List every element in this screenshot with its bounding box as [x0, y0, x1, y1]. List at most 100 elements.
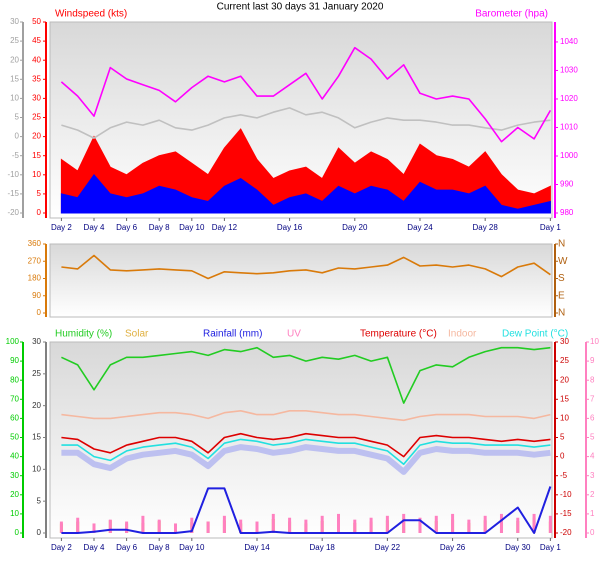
legend-entry: Dew Point (°C) [502, 329, 568, 340]
y-tick-label: 25 [560, 356, 569, 365]
y-tick-label: 7 [590, 394, 595, 403]
y-tick-label: 9 [590, 356, 595, 365]
y-tick-label: -15 [560, 509, 572, 518]
y-tick-label: 3 [590, 471, 595, 480]
y-tick-label: 1030 [560, 66, 578, 75]
x-tick-label: Day 6 [116, 223, 137, 232]
y-tick-label: 25 [32, 113, 41, 122]
y-tick-label: 25 [10, 36, 19, 45]
x-tick-label: Day 1 [540, 223, 561, 232]
y-tick-label: 90 [10, 356, 19, 365]
y-tick-label: -10 [560, 490, 572, 499]
y-tick-label: 10 [560, 414, 569, 423]
y-tick-label: 20 [32, 132, 41, 141]
x-tick-label: Day 16 [277, 223, 303, 232]
y-tick-label: 5 [590, 433, 595, 442]
y-tick-label: 0 [15, 132, 20, 141]
chart-title: Current last 30 days 31 January 2020 [217, 2, 384, 13]
x-tick-label: Day 10 [179, 543, 205, 552]
legend-entry: UV [287, 329, 301, 340]
y-tick-label: N [558, 239, 565, 250]
y-tick-label: 0 [15, 528, 20, 537]
series-line [61, 486, 552, 534]
x-tick-label: Day 20 [342, 223, 368, 232]
series-line [61, 432, 551, 458]
y-tick-label: 10 [32, 170, 41, 179]
y-tick-label: 100 [6, 337, 20, 346]
baro-axis-title: Barometer (hpa) [475, 9, 548, 20]
y-tick-label: 0 [590, 528, 595, 537]
y-tick-label: 360 [28, 239, 42, 248]
y-tick-label: 4 [590, 452, 595, 461]
x-tick-label: Day 28 [472, 223, 498, 232]
y-tick-label: 1010 [560, 123, 578, 132]
y-tick-label: 5 [15, 113, 20, 122]
y-tick-label: 10 [10, 94, 19, 103]
y-tick-label: -10 [7, 170, 19, 179]
y-tick-label: 0 [560, 452, 565, 461]
legend-entry: Humidity (%) [55, 329, 112, 340]
y-tick-label: 10 [32, 464, 41, 473]
y-tick-label: 70 [10, 394, 19, 403]
y-tick-label: 1020 [560, 94, 578, 103]
y-tick-label: 80 [10, 375, 19, 384]
y-tick-label: 180 [28, 274, 42, 283]
series-line [61, 346, 551, 404]
y-tick-label: 15 [32, 151, 41, 160]
y-tick-label: 8 [590, 375, 595, 384]
x-tick-label: Day 30 [505, 543, 531, 552]
x-tick-label: Day 18 [310, 543, 336, 552]
y-tick-label: 990 [560, 180, 574, 189]
x-tick-label: Day 6 [116, 543, 137, 552]
y-tick-label: E [558, 290, 565, 301]
y-tick-label: 20 [560, 375, 569, 384]
x-tick-label: Day 12 [212, 223, 238, 232]
y-tick-label: -15 [7, 189, 19, 198]
y-tick-label: N [558, 308, 565, 319]
y-tick-label: 2 [590, 490, 595, 499]
x-tick-label: Day 10 [179, 223, 205, 232]
y-tick-label: 50 [32, 17, 41, 26]
y-tick-label: 30 [10, 471, 19, 480]
y-tick-label: 1000 [560, 151, 578, 160]
y-tick-label: 0 [37, 208, 42, 217]
legend-entry: Temperature (°C) [360, 329, 437, 340]
x-tick-label: Day 8 [149, 223, 170, 232]
y-tick-label: S [558, 273, 565, 284]
y-tick-label: 15 [32, 433, 41, 442]
y-tick-label: 30 [32, 337, 41, 346]
x-tick-label: Day 2 [51, 223, 72, 232]
legend-entry: Rainfall (mm) [203, 329, 262, 340]
y-tick-label: 6 [590, 414, 595, 423]
y-tick-label: 15 [10, 74, 19, 83]
y-tick-label: 5 [560, 433, 565, 442]
y-tick-label: W [558, 256, 568, 267]
x-tick-label: Day 24 [407, 223, 433, 232]
y-tick-label: 5 [37, 496, 42, 505]
wind-axis-title: Windspeed (kts) [55, 9, 127, 20]
y-tick-label: 5 [37, 189, 42, 198]
y-tick-label: 45 [32, 36, 41, 45]
y-tick-label: 30 [560, 337, 569, 346]
y-tick-label: -20 [7, 208, 19, 217]
y-tick-label: 40 [10, 452, 19, 461]
y-tick-label: 1040 [560, 37, 578, 46]
y-tick-label: 30 [32, 94, 41, 103]
x-tick-label: Day 4 [84, 223, 105, 232]
y-tick-label: 0 [37, 528, 42, 537]
y-tick-label: -5 [560, 471, 568, 480]
x-tick-label: Day 1 [540, 543, 561, 552]
series-line [61, 438, 551, 465]
plot-background [49, 243, 553, 318]
y-tick-label: 30 [10, 17, 19, 26]
y-tick-label: 10 [590, 337, 599, 346]
series-line [61, 107, 551, 139]
y-tick-label: -20 [560, 528, 572, 537]
y-tick-label: 25 [32, 369, 41, 378]
x-tick-label: Day 26 [440, 543, 466, 552]
y-tick-label: 90 [32, 291, 41, 300]
y-tick-label: 60 [10, 414, 19, 423]
x-tick-label: Day 22 [375, 543, 401, 552]
y-tick-label: 50 [10, 433, 19, 442]
